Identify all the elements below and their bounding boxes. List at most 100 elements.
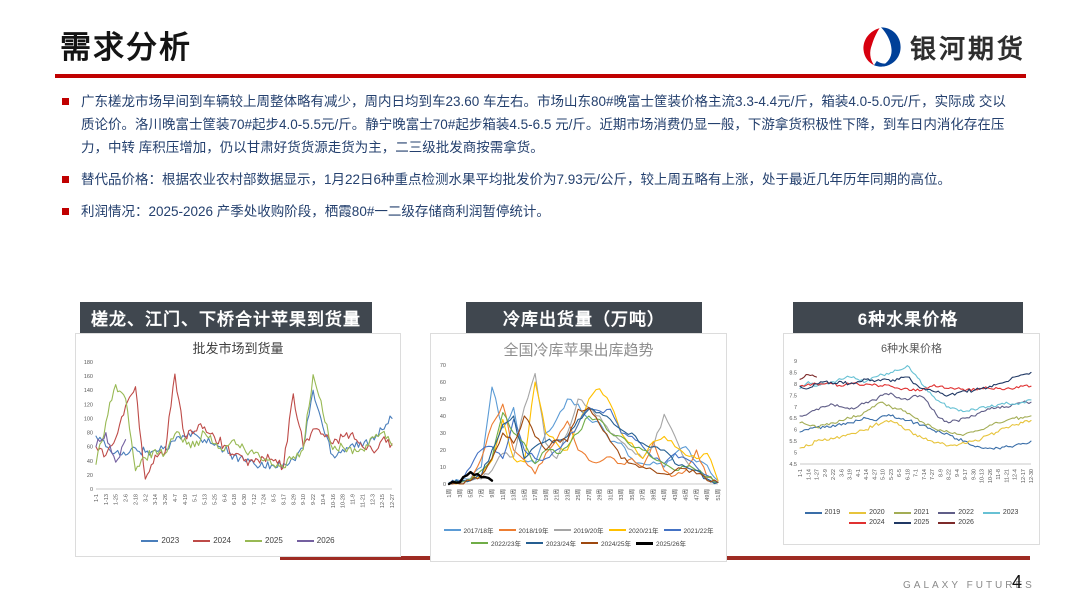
legend-item: 2023 [141, 536, 179, 545]
svg-text:20: 20 [87, 473, 93, 479]
legend-swatch-icon [553, 529, 571, 531]
svg-text:2-6: 2-6 [124, 494, 130, 502]
svg-text:5-23: 5-23 [889, 469, 895, 480]
svg-text:1-13: 1-13 [104, 494, 110, 505]
svg-text:80: 80 [87, 431, 93, 437]
legend-item: 2021 [893, 509, 929, 516]
legend-item: 2025 [245, 536, 283, 545]
svg-text:3-2: 3-2 [143, 494, 149, 502]
svg-text:49周: 49周 [704, 489, 711, 501]
svg-text:7-27: 7-27 [930, 469, 936, 480]
svg-text:1-27: 1-27 [815, 469, 821, 480]
svg-text:4-19: 4-19 [183, 494, 189, 505]
svg-text:4-27: 4-27 [872, 469, 878, 480]
chart-title: 全国冷库苹果出库趋势 [503, 343, 654, 359]
galaxy-swirl-icon [863, 27, 901, 67]
svg-text:35周: 35周 [629, 489, 636, 501]
svg-text:4-1: 4-1 [856, 469, 862, 477]
legend-item: 2024 [193, 536, 231, 545]
svg-text:4.5: 4.5 [789, 462, 797, 468]
arrival-chart-panel: 批发市场到货量 0 20 40 60 80 100 120 140 160 180 1-1 1-13 1… [75, 333, 401, 557]
svg-text:8-29: 8-29 [291, 494, 297, 505]
svg-text:45周: 45周 [683, 489, 690, 501]
svg-text:0: 0 [90, 487, 93, 493]
legend-swatch-icon [636, 541, 653, 545]
svg-text:39周: 39周 [650, 489, 657, 501]
svg-text:8: 8 [794, 382, 797, 388]
svg-text:11-21: 11-21 [360, 494, 366, 508]
svg-text:6-30: 6-30 [242, 494, 248, 505]
svg-text:5-1: 5-1 [193, 494, 199, 502]
legend-swatch-icon [938, 511, 956, 514]
svg-text:4-7: 4-7 [173, 494, 179, 502]
svg-text:6-5: 6-5 [897, 469, 903, 477]
svg-text:11-8: 11-8 [996, 469, 1002, 480]
svg-text:7-14: 7-14 [922, 469, 928, 480]
bullet-marker-icon [62, 208, 69, 215]
svg-text:10-4: 10-4 [321, 494, 327, 505]
legend-swatch-icon [893, 521, 911, 524]
svg-text:9-22: 9-22 [311, 494, 317, 505]
svg-text:2-22: 2-22 [831, 469, 837, 480]
legend-swatch-icon [849, 521, 867, 524]
svg-text:5-25: 5-25 [212, 494, 218, 505]
legend-item: 2022 [938, 509, 974, 516]
svg-text:12-3: 12-3 [370, 494, 376, 505]
svg-text:5-10: 5-10 [881, 469, 887, 480]
coldstorage-chart-panel: 全国冷库苹果出库趋势 0 10 20 30 40 50 60 70 1周 3周 5周 7周 9周 11周 1… [430, 333, 727, 562]
svg-text:6-18: 6-18 [232, 494, 238, 505]
svg-text:51周: 51周 [715, 489, 722, 501]
page-title: 需求分析 [60, 30, 192, 65]
legend-item: 2020/21年 [608, 525, 659, 535]
svg-text:8-9: 8-9 [938, 469, 944, 477]
legend-swatch-icon [804, 511, 822, 514]
chart-legend: 2023 2024 2025 2026 [141, 536, 335, 545]
svg-text:21周: 21周 [554, 489, 561, 501]
svg-text:13周: 13周 [511, 489, 518, 501]
bullet-text: 替代品价格：根据农业农村部数据显示，1月22日6种重点检测水果平均批发价为7.9… [81, 172, 952, 187]
svg-text:47周: 47周 [693, 489, 700, 501]
bullet-item: 替代品价格：根据农业农村部数据显示，1月22日6种重点检测水果平均批发价为7.9… [62, 168, 1014, 191]
legend-item: 2024/25年 [581, 538, 631, 548]
svg-text:6-18: 6-18 [905, 469, 911, 480]
title-rule [55, 74, 1026, 78]
svg-text:1-1: 1-1 [94, 494, 100, 502]
svg-text:7: 7 [794, 405, 797, 411]
svg-text:33周: 33周 [618, 489, 625, 501]
svg-text:10-28: 10-28 [341, 494, 347, 508]
svg-text:60: 60 [440, 380, 446, 386]
svg-text:17周: 17周 [532, 489, 539, 501]
svg-text:9-30: 9-30 [971, 469, 977, 480]
svg-text:6-6: 6-6 [222, 494, 228, 502]
legend-item: 2019/20年 [553, 525, 604, 535]
svg-text:3-19: 3-19 [848, 469, 854, 480]
svg-text:4-14: 4-14 [864, 469, 870, 480]
svg-text:1-1: 1-1 [798, 469, 804, 477]
svg-text:12-17: 12-17 [1021, 469, 1027, 483]
svg-text:11周: 11周 [500, 489, 507, 500]
legend-item: 2026 [296, 536, 335, 545]
bullet-marker-icon [62, 98, 69, 105]
legend-item: 2025 [893, 519, 929, 526]
legend-item: 2026 [938, 519, 974, 526]
svg-text:3-6: 3-6 [839, 469, 845, 477]
coldstorage-outbound-chart: 0 10 20 30 40 50 60 70 1周 3周 5周 7周 9周 11周 13周 15周 17周 19周… [440, 363, 722, 501]
svg-text:7-24: 7-24 [262, 494, 268, 505]
svg-text:20: 20 [440, 448, 446, 454]
panel-header-arrival: 槎龙、江门、下桥合计苹果到货量 [80, 302, 372, 333]
svg-text:43周: 43周 [672, 489, 679, 501]
legend-swatch-icon [526, 542, 543, 544]
panel-header-coldstorage: 冷库出货量（万吨） [466, 302, 702, 333]
legend-item: 2024 [849, 519, 885, 526]
legend-item: 2022/23年 [471, 538, 521, 548]
svg-text:2-18: 2-18 [133, 494, 139, 505]
page-number: 4 [1012, 572, 1023, 592]
legend-swatch-icon [938, 521, 956, 524]
legend-item: 2017/18年 [443, 525, 494, 535]
svg-text:180: 180 [84, 360, 93, 366]
bullet-list: 广东槎龙市场早间到车辆较上周整体略有减少，周内日均到车23.60 车左右。市场山… [62, 90, 1014, 232]
svg-text:140: 140 [84, 388, 93, 394]
legend-swatch-icon [141, 539, 159, 542]
bullet-item: 广东槎龙市场早间到车辆较上周整体略有减少，周内日均到车23.60 车左右。市场山… [62, 90, 1014, 159]
